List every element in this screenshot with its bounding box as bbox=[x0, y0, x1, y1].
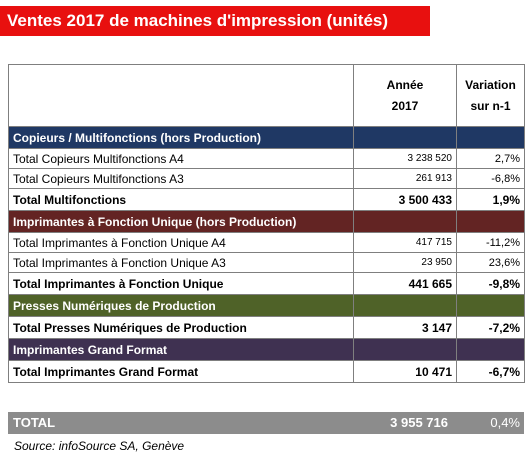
row-value: 417 715 bbox=[353, 232, 457, 253]
table-row: Total Copieurs Multifonctions A3 261 913… bbox=[8, 168, 525, 189]
total-row-fonction-unique: Total Imprimantes à Fonction Unique 441 … bbox=[8, 272, 525, 295]
total-label: Total Multifonctions bbox=[8, 188, 354, 211]
header-blank-cell bbox=[8, 64, 354, 127]
section-header-grand-format: Imprimantes Grand Format bbox=[8, 338, 525, 361]
header-year-label: Année bbox=[386, 77, 424, 92]
total-variation: -7,2% bbox=[456, 316, 525, 339]
section-header-copieurs: Copieurs / Multifonctions (hors Producti… bbox=[8, 126, 525, 149]
section-header-imprimantes-fonction-unique: Imprimantes à Fonction Unique (hors Prod… bbox=[8, 210, 525, 233]
total-label: Total Presses Numériques de Production bbox=[8, 316, 354, 339]
row-value: 23 950 bbox=[353, 252, 457, 273]
sales-table: Année 2017 Variation sur n-1 Copieurs / … bbox=[8, 64, 525, 383]
section-title: Imprimantes Grand Format bbox=[8, 338, 354, 361]
row-variation: -11,2% bbox=[456, 232, 525, 253]
source-note: Source: infoSource SA, Genève bbox=[14, 439, 185, 453]
total-variation: -6,7% bbox=[456, 360, 525, 383]
row-label: Total Imprimantes à Fonction Unique A3 bbox=[8, 252, 354, 273]
section-title: Presses Numériques de Production bbox=[8, 294, 354, 317]
grand-total-label: TOTAL bbox=[13, 415, 56, 430]
total-variation: 1,9% bbox=[456, 188, 525, 211]
row-variation: 23,6% bbox=[456, 252, 525, 273]
section-header-presses: Presses Numériques de Production bbox=[8, 294, 525, 317]
row-label: Total Imprimantes à Fonction Unique A4 bbox=[8, 232, 354, 253]
grand-total-variation: 0,4% bbox=[490, 415, 520, 430]
header-year-value: 2017 bbox=[391, 98, 419, 113]
total-value: 441 665 bbox=[353, 272, 457, 295]
grand-total-value: 3 955 716 bbox=[390, 415, 448, 430]
section-title: Imprimantes à Fonction Unique (hors Prod… bbox=[8, 210, 354, 233]
total-value: 10 471 bbox=[353, 360, 457, 383]
row-value: 3 238 520 bbox=[353, 148, 457, 169]
page-title: Ventes 2017 de machines d'impression (un… bbox=[0, 6, 430, 36]
header-variation-sub: sur n-1 bbox=[470, 98, 511, 113]
total-row-presses: Total Presses Numériques de Production 3… bbox=[8, 316, 525, 339]
total-label: Total Imprimantes à Fonction Unique bbox=[8, 272, 354, 295]
total-label: Total Imprimantes Grand Format bbox=[8, 360, 354, 383]
row-variation: -6,8% bbox=[456, 168, 525, 189]
row-label: Total Copieurs Multifonctions A3 bbox=[8, 168, 354, 189]
total-value: 3 147 bbox=[353, 316, 457, 339]
header-variation-cell: Variation sur n-1 bbox=[456, 64, 525, 127]
table-row: Total Copieurs Multifonctions A4 3 238 5… bbox=[8, 148, 525, 169]
grand-total-row: TOTAL 3 955 716 0,4% bbox=[8, 412, 524, 434]
table-row: Total Imprimantes à Fonction Unique A4 4… bbox=[8, 232, 525, 253]
row-label: Total Copieurs Multifonctions A4 bbox=[8, 148, 354, 169]
header-year-cell: Année 2017 bbox=[353, 64, 457, 127]
table-row: Total Imprimantes à Fonction Unique A3 2… bbox=[8, 252, 525, 273]
total-row-multifonctions: Total Multifonctions 3 500 433 1,9% bbox=[8, 188, 525, 211]
header-variation-label: Variation bbox=[465, 77, 516, 92]
section-title: Copieurs / Multifonctions (hors Producti… bbox=[8, 126, 354, 149]
row-variation: 2,7% bbox=[456, 148, 525, 169]
table-header-row: Année 2017 Variation sur n-1 bbox=[8, 64, 525, 127]
total-value: 3 500 433 bbox=[353, 188, 457, 211]
total-row-grand-format: Total Imprimantes Grand Format 10 471 -6… bbox=[8, 360, 525, 383]
row-value: 261 913 bbox=[353, 168, 457, 189]
total-variation: -9,8% bbox=[456, 272, 525, 295]
